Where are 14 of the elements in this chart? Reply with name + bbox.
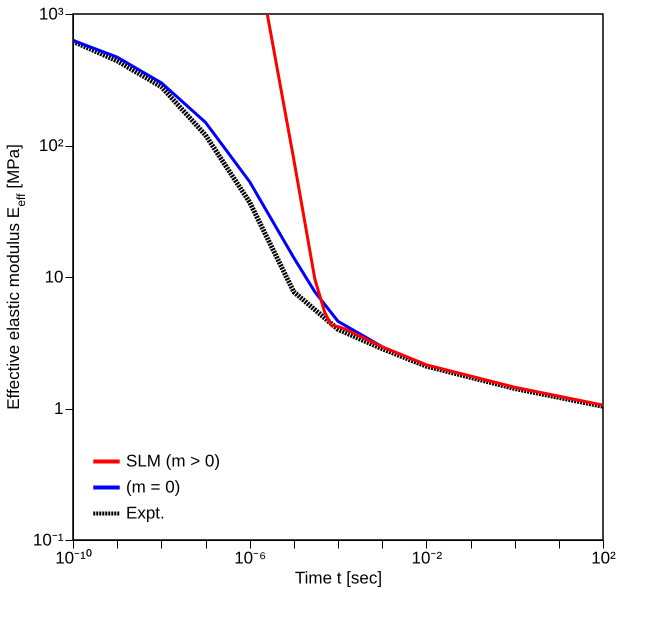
x-tick-label: 10⁻² xyxy=(412,548,442,568)
y-tick-label: 10³ xyxy=(38,4,64,24)
y-tick-label: 10 xyxy=(44,268,64,286)
y-tick-label: 10² xyxy=(38,136,64,155)
x-tick-label: 10² xyxy=(591,548,616,568)
legend-label: Expt. xyxy=(126,504,165,522)
x-tick-label: 10⁻¹⁰ xyxy=(55,548,92,568)
x-tick-label: 10⁻⁶ xyxy=(234,548,266,568)
x-axis-title: Time t [sec] xyxy=(294,568,382,588)
y-tick-label: 10⁻¹ xyxy=(32,530,64,550)
legend-label: SLM (m > 0) xyxy=(126,452,220,470)
y-tick-label: 1 xyxy=(54,399,64,418)
legend-label: (m = 0) xyxy=(126,478,180,496)
y-axis-title: Effective elastic modulus Eeff [MPa] xyxy=(4,144,28,410)
